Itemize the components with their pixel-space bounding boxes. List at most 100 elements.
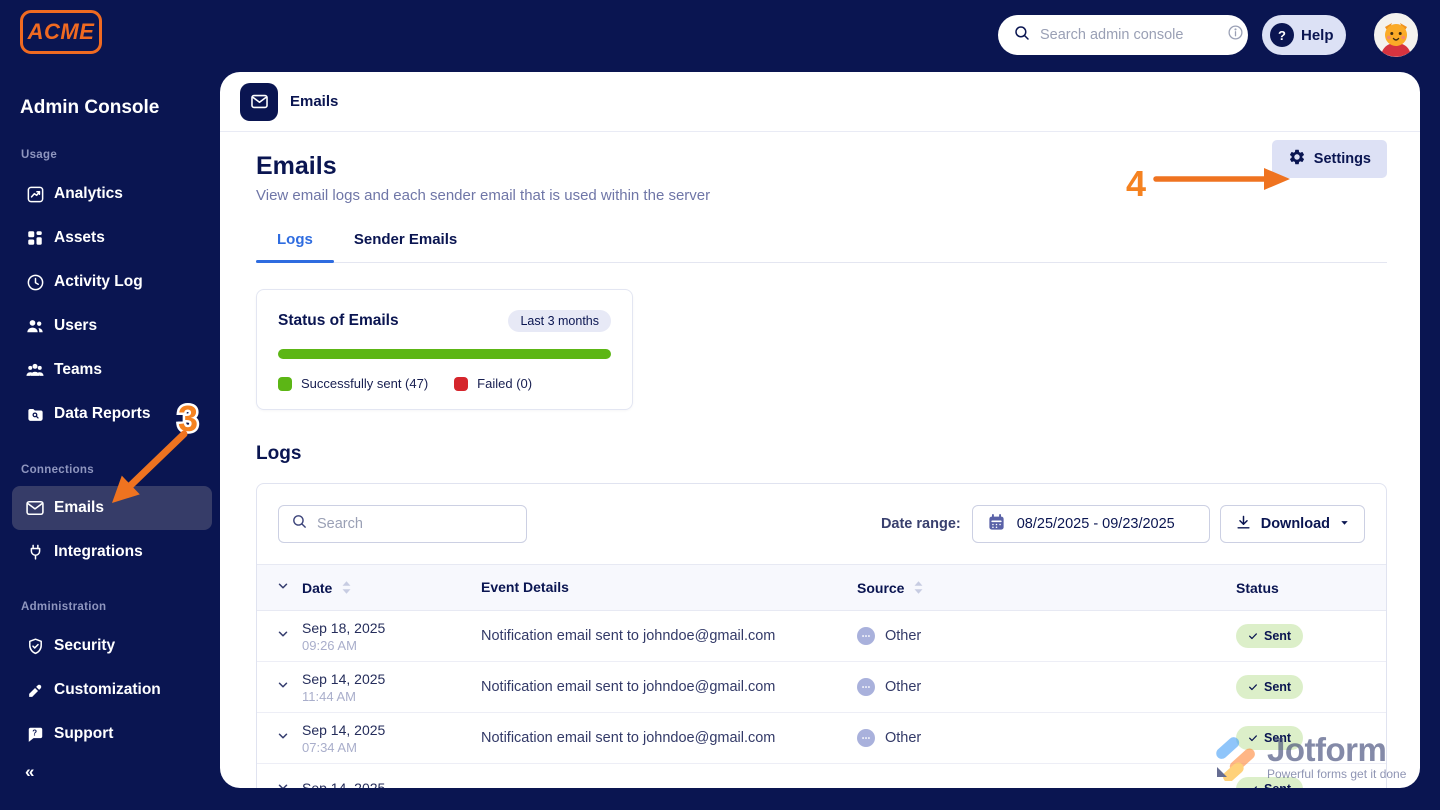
settings-button[interactable]: Settings [1271,140,1387,178]
status-badge: Sent [1236,726,1304,750]
logs-search-input[interactable] [317,516,514,532]
log-time: 07:34 AM [302,739,357,755]
sidebar-item-customization[interactable]: Customization [12,668,212,712]
date-range-picker[interactable]: 08/25/2025 - 09/23/2025 [971,505,1210,543]
row-expand-chevron-icon[interactable] [276,678,290,697]
page-title: Emails [256,152,337,180]
sidebar-item-label: Activity Log [54,273,143,290]
search-icon [1013,24,1031,47]
sidebar-item-teams[interactable]: Teams [12,348,212,392]
calendar-icon [987,513,1006,536]
acme-logo-text: ACME [27,19,95,44]
sidebar-item-label: Analytics [54,185,123,202]
log-date: Sep 14, 2025 [302,721,386,738]
content-panel: Emails Emails View email logs and each s… [220,72,1420,788]
sidebar-nav: Usage Analytics Assets Activity Log [0,149,220,756]
sidebar-item-label: Users [54,317,98,334]
log-source: Other [885,679,922,695]
logs-search[interactable] [278,505,527,543]
settings-label: Settings [1313,151,1371,167]
log-row: Sep 14, 2025 11:44 AM Notification email… [257,662,1386,713]
log-date: Sep 14, 2025 [302,780,386,788]
sort-icon [342,581,351,594]
log-row: Sep 18, 2025 09:26 AM Notification email… [257,611,1386,662]
gear-icon [1288,148,1306,170]
log-date: Sep 18, 2025 [302,619,386,636]
search-icon [291,513,308,535]
column-header-source[interactable]: Source [857,579,905,596]
log-date: Sep 14, 2025 [302,670,386,687]
sidebar-item-activity-log[interactable]: Activity Log [12,260,212,304]
row-expand-chevron-icon[interactable] [276,729,290,748]
sidebar-item-data-reports[interactable]: Data Reports [12,392,212,436]
status-card-title: Status of Emails [278,312,399,329]
row-expand-chevron-icon[interactable] [276,780,290,788]
sidebar-item-emails[interactable]: Emails [12,486,212,530]
status-badge: Sent [1236,675,1304,699]
column-header-date[interactable]: Date [302,579,333,596]
sidebar-collapse-button[interactable]: « [25,762,35,781]
tab-logs[interactable]: Logs [256,231,334,263]
emails-icon [25,498,45,518]
log-time: 11:44 AM [302,688,356,704]
sidebar-item-integrations[interactable]: Integrations [12,530,212,574]
user-avatar[interactable] [1372,11,1420,59]
legend-failed-swatch [454,376,469,391]
download-label: Download [1260,516,1330,532]
sidebar-item-analytics[interactable]: Analytics [12,172,212,216]
customization-brush-icon [25,680,45,700]
column-header-details[interactable]: Event Details [481,579,569,595]
download-button[interactable]: Download [1219,505,1365,543]
admin-search[interactable] [998,15,1248,55]
check-icon [1249,735,1257,742]
section-label-usage: Usage [21,149,58,161]
help-button[interactable]: ? Help [1262,15,1346,55]
check-icon [1254,786,1257,788]
log-row: Sep 14, 2025 07:34 AM Notification email… [257,713,1386,764]
logs-table-header: Date Event Details Source Status [257,564,1386,611]
teams-icon [25,360,45,380]
page-subtitle: View email logs and each sender email th… [256,187,711,204]
panel-content: Emails View email logs and each sender e… [220,132,1420,788]
source-other-icon [857,627,875,645]
logs-toolbar: Date range: 08/25/2025 - 09/23/2025 Dow [257,484,1386,564]
acme-logo[interactable]: ACME [20,10,102,54]
sidebar-item-security[interactable]: Security [12,624,212,668]
log-time: 09:26 AM [302,637,357,653]
sidebar-item-support[interactable]: ? Support [12,712,212,756]
help-question-icon: ? [1270,23,1294,47]
sidebar-item-users[interactable]: Users [12,304,212,348]
admin-search-input[interactable] [1040,27,1227,43]
download-icon [1235,514,1252,535]
sidebar-item-label: Security [54,637,116,654]
sidebar-item-label: Support [54,725,114,742]
sidebar-item-label: Integrations [54,543,143,560]
activity-log-icon [25,272,45,292]
search-info-icon[interactable] [1227,24,1244,46]
logs-card: Date range: 08/25/2025 - 09/23/2025 Dow [256,483,1387,788]
tab-sender-emails[interactable]: Sender Emails [353,231,458,248]
log-details: Notification email sent to johndoe@gmail… [481,730,776,746]
status-badge: Sent [1236,777,1304,788]
source-other-icon [857,729,875,747]
support-help-bubble-icon: ? [25,724,45,744]
row-expand-chevron-icon[interactable] [276,627,290,646]
users-icon [25,316,45,336]
legend-sent-swatch [278,376,292,391]
status-of-emails-card: Status of Emails Last 3 months Successfu… [256,289,633,410]
tab-bar: Logs Sender Emails [256,231,1387,263]
section-label-administration: Administration [21,601,107,613]
status-progress-bar [278,349,611,359]
sidebar-item-label: Emails [54,499,104,516]
log-details: Notification email sent to johndoe@gmail… [481,679,776,695]
analytics-icon [25,184,45,204]
log-source: Other [885,730,922,746]
log-details: Notification email sent to johndoe@gmail… [481,628,776,644]
section-label-connections: Connections [21,464,94,476]
legend-failed-label: Failed (0) [477,376,533,391]
expand-all-chevron-icon[interactable] [276,579,290,596]
sidebar-item-label: Data Reports [54,405,151,422]
console-title: Admin Console [20,97,160,118]
sidebar-item-assets[interactable]: Assets [12,216,212,260]
